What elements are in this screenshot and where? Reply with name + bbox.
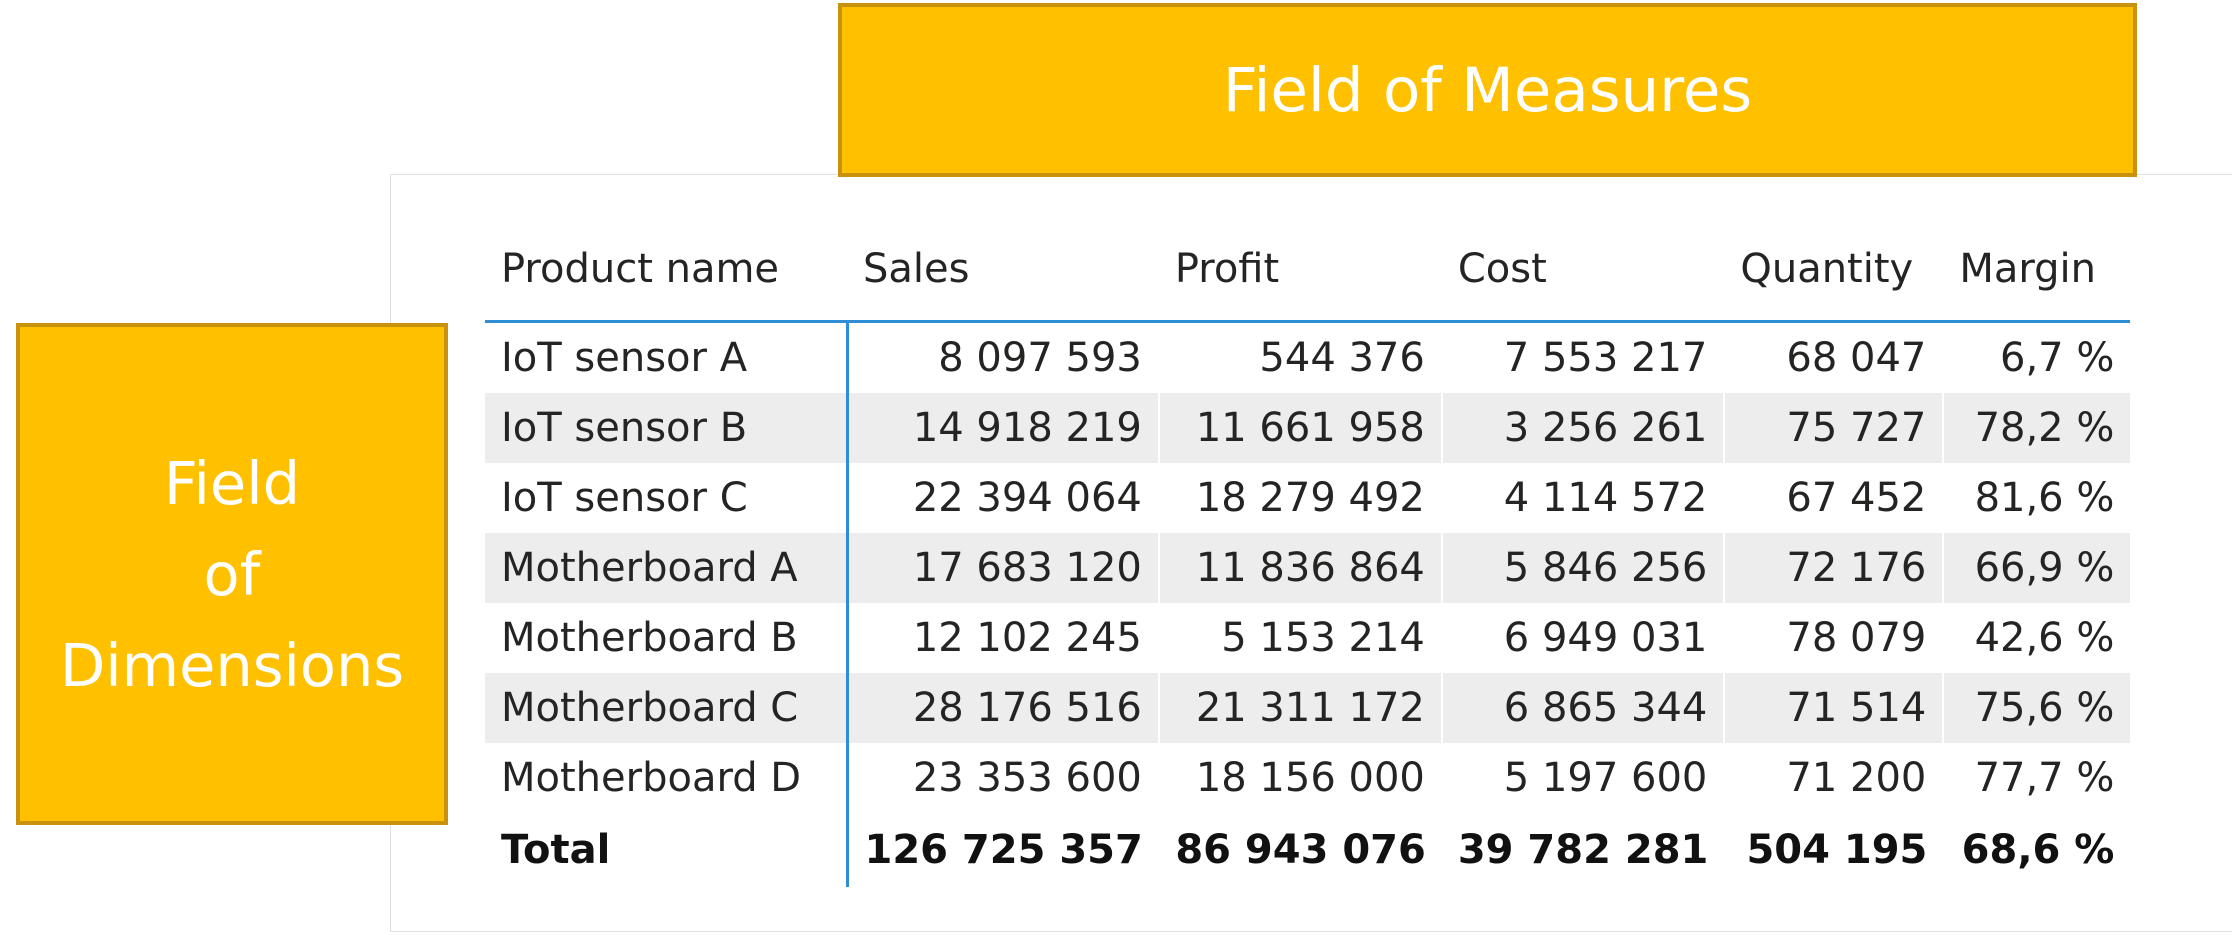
cell-margin: 81,6 % — [1942, 463, 2131, 533]
table-row: Motherboard A 17 683 120 11 836 864 5 84… — [485, 533, 2131, 603]
cell-profit: 21 311 172 — [1157, 673, 1442, 743]
cell-sales: 23 353 600 — [912, 755, 1142, 801]
cell-cost: 5 197 600 — [1440, 743, 1725, 813]
total-margin: 68,6 % — [1961, 827, 2115, 873]
field-of-dimensions-callout: Field of Dimensions — [16, 323, 448, 825]
total-sales: 126 725 357 — [864, 827, 1143, 873]
column-header-sales[interactable]: Sales — [847, 218, 1159, 323]
cell-quantity: 72 176 — [1723, 533, 1944, 603]
cell-quantity: 78 079 — [1723, 603, 1944, 673]
dimensions-line-1: Field — [163, 448, 301, 518]
table-row: Motherboard B 12 102 245 5 153 214 6 949… — [485, 603, 2131, 673]
cell-margin: 6,7 % — [1942, 321, 2131, 393]
cell-product-name: Motherboard D — [485, 743, 849, 813]
cell-quantity: 71 200 — [1723, 743, 1944, 813]
cell-quantity: 75 727 — [1723, 393, 1944, 463]
cell-cost: 7 553 217 — [1440, 321, 1725, 393]
table-row: IoT sensor C 22 394 064 18 279 492 4 114… — [485, 463, 2131, 533]
data-table: Product name Sales Profit Cost Quantity … — [485, 218, 2131, 887]
table-row: Motherboard D 23 353 600 18 156 000 5 19… — [485, 743, 2131, 813]
cell-profit: 18 279 492 — [1157, 463, 1442, 533]
field-of-dimensions-label: Field of Dimensions — [60, 438, 404, 711]
cell-margin: 78,2 % — [1942, 393, 2131, 463]
cell-sales: 14 918 219 — [847, 393, 1159, 463]
table-row: IoT sensor B 14 918 219 11 661 958 3 256… — [485, 393, 2131, 463]
column-header-product-name[interactable]: Product name — [485, 218, 847, 323]
cell-sales: 12 102 245 — [912, 615, 1142, 661]
cell-quantity: 71 514 — [1723, 673, 1944, 743]
cell-quantity: 67 452 — [1723, 463, 1944, 533]
field-of-measures-label: Field of Measures — [1222, 54, 1753, 126]
cell-profit: 5 153 214 — [1157, 603, 1442, 673]
table-row: Motherboard C 28 176 516 21 311 172 6 86… — [485, 673, 2131, 743]
cell-margin: 42,6 % — [1942, 603, 2131, 673]
column-header-margin[interactable]: Margin — [1943, 218, 2131, 323]
cell-profit: 18 156 000 — [1157, 743, 1442, 813]
cell-profit: 11 661 958 — [1157, 393, 1442, 463]
header-row: Product name Sales Profit Cost Quantity … — [485, 218, 2131, 323]
cell-sales: 22 394 064 — [912, 475, 1142, 521]
table-row: IoT sensor A 8 097 593 544 376 7 553 217… — [485, 321, 2131, 393]
total-row: Total 126 725 357 86 943 076 39 782 281 … — [485, 813, 2130, 887]
cell-cost: 5 846 256 — [1440, 533, 1725, 603]
column-header-cost[interactable]: Cost — [1441, 218, 1725, 323]
dimensions-line-3: Dimensions — [59, 630, 405, 700]
dimensions-line-2: of — [203, 539, 261, 609]
total-label: Total — [485, 813, 849, 887]
cell-sales: 8 097 593 — [938, 335, 1142, 381]
cell-cost: 3 256 261 — [1440, 393, 1725, 463]
cell-product-name: Motherboard C — [485, 673, 849, 743]
total-profit: 86 943 076 — [1175, 827, 1426, 873]
cell-profit: 544 376 — [1157, 321, 1442, 393]
cell-quantity: 68 047 — [1723, 321, 1944, 393]
cell-cost: 6 865 344 — [1440, 673, 1725, 743]
cell-cost: 6 949 031 — [1440, 603, 1725, 673]
cell-product-name: Motherboard A — [485, 533, 849, 603]
cell-product-name: IoT sensor B — [485, 393, 849, 463]
cell-margin: 66,9 % — [1942, 533, 2131, 603]
cell-profit: 11 836 864 — [1157, 533, 1442, 603]
column-header-quantity[interactable]: Quantity — [1724, 218, 1944, 323]
cell-sales: 28 176 516 — [847, 673, 1159, 743]
cell-margin: 77,7 % — [1942, 743, 2131, 813]
cell-margin: 75,6 % — [1942, 673, 2131, 743]
cell-product-name: Motherboard B — [485, 603, 849, 673]
cell-sales: 17 683 120 — [847, 533, 1159, 603]
total-cost: 39 782 281 — [1457, 827, 1709, 873]
total-quantity: 504 195 — [1746, 827, 1928, 873]
cell-cost: 4 114 572 — [1440, 463, 1725, 533]
field-of-measures-callout: Field of Measures — [838, 3, 2137, 177]
cell-product-name: IoT sensor A — [485, 321, 849, 393]
column-header-profit[interactable]: Profit — [1158, 218, 1442, 323]
cell-product-name: IoT sensor C — [485, 463, 849, 533]
